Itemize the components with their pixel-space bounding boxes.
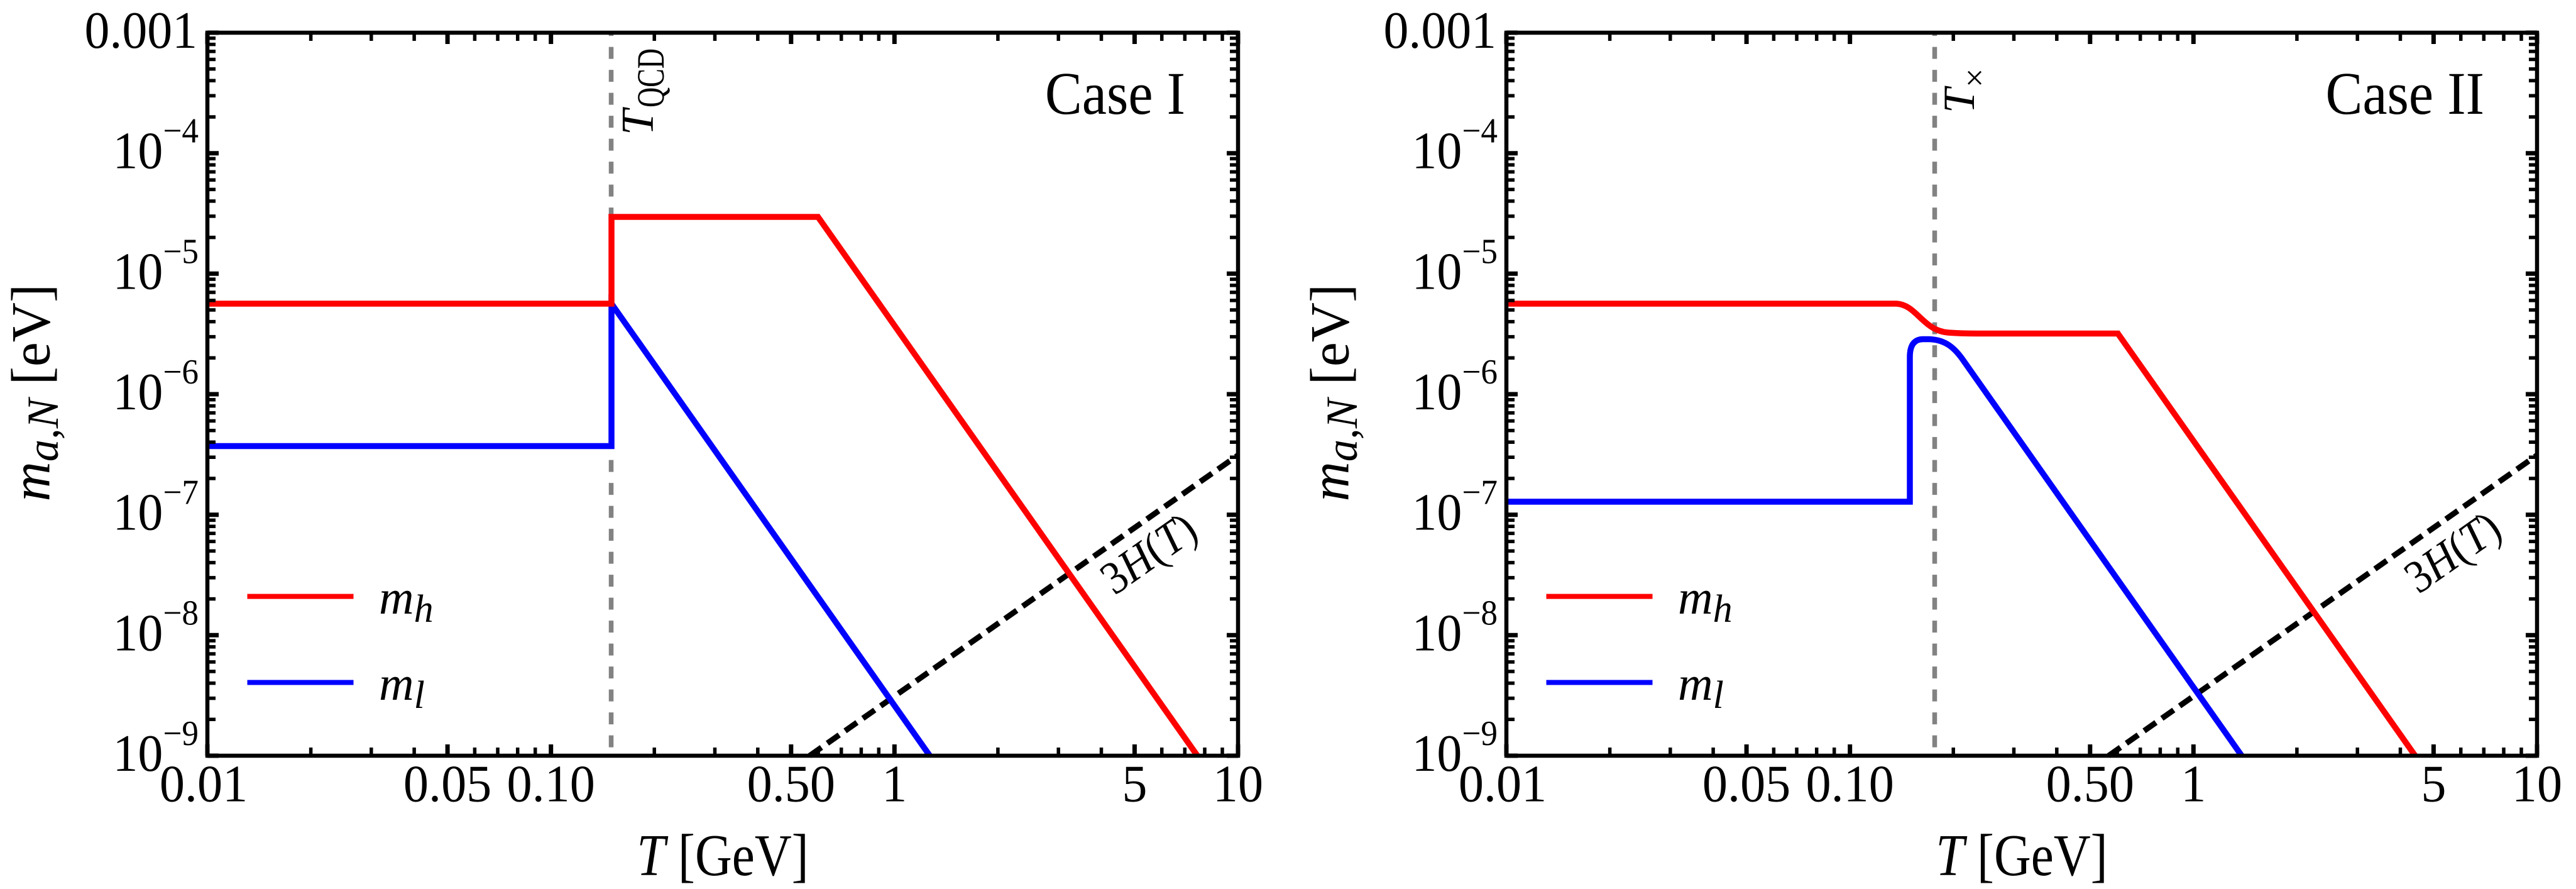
svg-text:0.01: 0.01 [1459, 754, 1547, 813]
svg-text:10−4: 10−4 [1411, 111, 1498, 180]
svg-text:5: 5 [1122, 754, 1147, 813]
svg-text:T: T [612, 107, 663, 135]
svg-text:0.05: 0.05 [403, 754, 491, 813]
svg-text:0.05: 0.05 [1702, 754, 1790, 813]
svg-text:10: 10 [1213, 754, 1263, 813]
svg-text:ma,N [eV]: ma,N [eV] [1299, 284, 1367, 502]
svg-text:T [GeV]: T [GeV] [637, 824, 808, 886]
svg-text:1: 1 [882, 754, 907, 813]
svg-text:1: 1 [2181, 754, 2206, 813]
svg-text:T [GeV]: T [GeV] [1936, 824, 2107, 886]
svg-text:QCD: QCD [629, 48, 672, 108]
svg-text:0.10: 0.10 [507, 754, 595, 813]
svg-text:10: 10 [2512, 754, 2562, 813]
svg-text:0.001: 0.001 [1383, 1, 1496, 59]
svg-text:0.50: 0.50 [2046, 754, 2134, 813]
svg-text:0.001: 0.001 [84, 1, 197, 59]
svg-text:ma,N [eV]: ma,N [eV] [0, 284, 68, 502]
svg-text:0.10: 0.10 [1806, 754, 1894, 813]
svg-text:5: 5 [2421, 754, 2446, 813]
svg-text:0.50: 0.50 [747, 754, 835, 813]
svg-text:×: × [1956, 69, 1993, 87]
svg-text:Case II: Case II [2325, 60, 2484, 127]
svg-text:0.01: 0.01 [160, 754, 248, 813]
svg-text:Case I: Case I [1045, 60, 1185, 127]
svg-text:T: T [1935, 86, 1984, 113]
